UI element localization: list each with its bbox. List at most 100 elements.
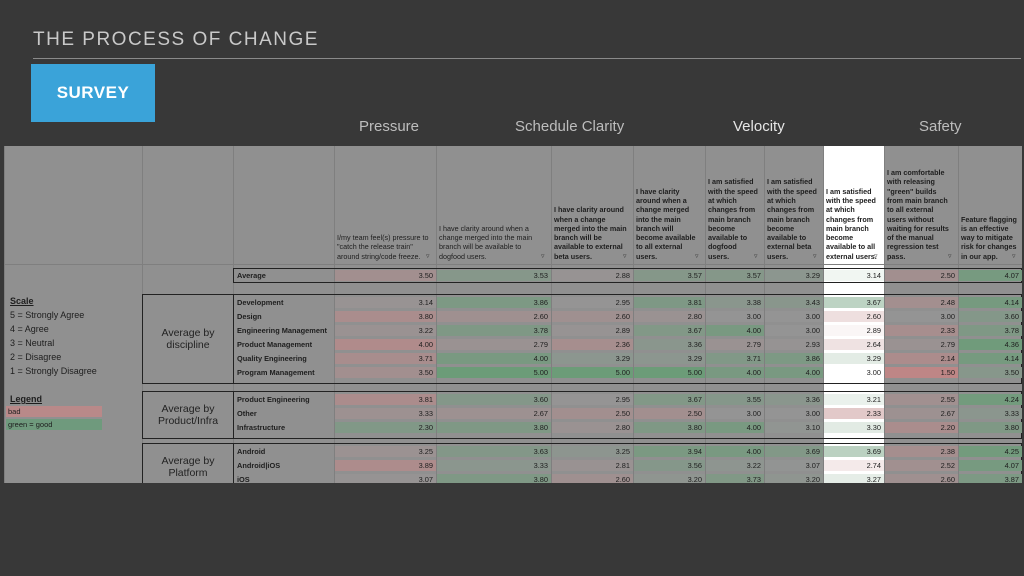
table-cell[interactable]: 4.25 bbox=[959, 446, 1022, 457]
table-cell[interactable]: 4.00 bbox=[335, 339, 436, 350]
table-cell[interactable]: 2.80 bbox=[634, 311, 705, 322]
table-cell[interactable]: 3.50 bbox=[335, 367, 436, 378]
table-cell[interactable]: 2.60 bbox=[552, 474, 633, 483]
table-cell[interactable]: 4.07 bbox=[959, 460, 1022, 471]
table-cell[interactable]: 3.78 bbox=[959, 325, 1022, 336]
table-cell[interactable]: 3.07 bbox=[765, 460, 823, 471]
table-cell[interactable]: 3.60 bbox=[437, 394, 551, 405]
table-cell[interactable]: 3.25 bbox=[335, 446, 436, 457]
table-cell[interactable]: 3.81 bbox=[634, 297, 705, 308]
table-cell[interactable]: 2.95 bbox=[552, 297, 633, 308]
table-cell[interactable]: 2.50 bbox=[552, 408, 633, 419]
table-cell[interactable]: 3.29 bbox=[552, 353, 633, 364]
table-cell[interactable]: 3.00 bbox=[824, 367, 884, 378]
table-cell[interactable]: 3.43 bbox=[765, 297, 823, 308]
table-cell[interactable]: 5.00 bbox=[552, 367, 633, 378]
table-cell[interactable]: 3.33 bbox=[437, 460, 551, 471]
table-cell[interactable]: 3.86 bbox=[437, 297, 551, 308]
table-cell[interactable]: 3.22 bbox=[335, 325, 436, 336]
filter-icon[interactable]: ▿ bbox=[813, 252, 817, 260]
table-cell[interactable]: 3.00 bbox=[706, 408, 764, 419]
table-cell[interactable]: 2.93 bbox=[765, 339, 823, 350]
table-cell[interactable]: 1.50 bbox=[885, 367, 958, 378]
table-cell[interactable]: 3.89 bbox=[335, 460, 436, 471]
table-cell[interactable]: 3.80 bbox=[437, 474, 551, 483]
table-cell[interactable]: 3.00 bbox=[765, 325, 823, 336]
table-cell[interactable]: 3.80 bbox=[959, 422, 1022, 433]
table-cell[interactable]: 2.79 bbox=[706, 339, 764, 350]
table-cell[interactable]: 3.00 bbox=[765, 311, 823, 322]
table-cell[interactable]: 3.07 bbox=[335, 474, 436, 483]
table-cell[interactable]: 2.64 bbox=[824, 339, 884, 350]
table-cell[interactable]: 3.78 bbox=[437, 325, 551, 336]
table-cell[interactable]: 4.00 bbox=[706, 422, 764, 433]
table-cell[interactable]: 3.69 bbox=[824, 446, 884, 457]
table-cell[interactable]: 2.60 bbox=[824, 311, 884, 322]
table-cell[interactable]: 2.60 bbox=[552, 311, 633, 322]
table-cell[interactable]: 3.22 bbox=[706, 460, 764, 471]
table-cell[interactable]: 5.00 bbox=[634, 367, 705, 378]
table-cell[interactable]: 3.67 bbox=[634, 325, 705, 336]
table-cell[interactable]: 2.52 bbox=[885, 460, 958, 471]
table-cell[interactable]: 3.80 bbox=[335, 311, 436, 322]
table-cell[interactable]: 3.20 bbox=[765, 474, 823, 483]
filter-icon[interactable]: ▿ bbox=[623, 252, 627, 260]
table-cell[interactable]: 2.74 bbox=[824, 460, 884, 471]
table-cell[interactable]: 4.07 bbox=[959, 270, 1022, 281]
table-cell[interactable]: 2.30 bbox=[335, 422, 436, 433]
table-cell[interactable]: 2.89 bbox=[552, 325, 633, 336]
table-cell[interactable]: 2.33 bbox=[824, 408, 884, 419]
filter-icon[interactable]: ▿ bbox=[874, 252, 878, 260]
table-cell[interactable]: 3.67 bbox=[634, 394, 705, 405]
table-cell[interactable]: 3.56 bbox=[634, 460, 705, 471]
table-cell[interactable]: 2.80 bbox=[552, 422, 633, 433]
table-cell[interactable]: 3.53 bbox=[437, 270, 551, 281]
table-cell[interactable]: 3.33 bbox=[335, 408, 436, 419]
table-cell[interactable]: 3.10 bbox=[765, 422, 823, 433]
table-cell[interactable]: 4.00 bbox=[706, 446, 764, 457]
table-cell[interactable]: 3.50 bbox=[959, 367, 1022, 378]
table-cell[interactable]: 2.50 bbox=[634, 408, 705, 419]
table-cell[interactable]: 3.71 bbox=[335, 353, 436, 364]
table-cell[interactable]: 3.29 bbox=[634, 353, 705, 364]
table-cell[interactable]: 3.63 bbox=[437, 446, 551, 457]
table-cell[interactable]: 3.80 bbox=[634, 422, 705, 433]
table-cell[interactable]: 2.60 bbox=[885, 474, 958, 483]
table-cell[interactable]: 4.00 bbox=[765, 367, 823, 378]
table-cell[interactable]: 2.48 bbox=[885, 297, 958, 308]
table-cell[interactable]: 3.69 bbox=[765, 446, 823, 457]
table-cell[interactable]: 3.50 bbox=[335, 270, 436, 281]
table-cell[interactable]: 3.33 bbox=[959, 408, 1022, 419]
table-cell[interactable]: 2.89 bbox=[824, 325, 884, 336]
survey-button[interactable]: SURVEY bbox=[31, 64, 155, 122]
table-cell[interactable]: 3.14 bbox=[824, 270, 884, 281]
table-cell[interactable]: 2.88 bbox=[552, 270, 633, 281]
table-cell[interactable]: 4.00 bbox=[437, 353, 551, 364]
table-cell[interactable]: 3.00 bbox=[765, 408, 823, 419]
table-cell[interactable]: 2.33 bbox=[885, 325, 958, 336]
filter-icon[interactable]: ▿ bbox=[1012, 252, 1016, 260]
table-cell[interactable]: 4.24 bbox=[959, 394, 1022, 405]
table-cell[interactable]: 2.14 bbox=[885, 353, 958, 364]
table-cell[interactable]: 3.81 bbox=[335, 394, 436, 405]
table-cell[interactable]: 2.20 bbox=[885, 422, 958, 433]
table-cell[interactable]: 3.73 bbox=[706, 474, 764, 483]
table-cell[interactable]: 3.71 bbox=[706, 353, 764, 364]
filter-icon[interactable]: ▿ bbox=[948, 252, 952, 260]
table-cell[interactable]: 3.29 bbox=[824, 353, 884, 364]
table-cell[interactable]: 3.25 bbox=[552, 446, 633, 457]
table-cell[interactable]: 4.36 bbox=[959, 339, 1022, 350]
table-cell[interactable]: 2.79 bbox=[437, 339, 551, 350]
table-cell[interactable]: 3.36 bbox=[634, 339, 705, 350]
table-cell[interactable]: 3.94 bbox=[634, 446, 705, 457]
table-cell[interactable]: 3.87 bbox=[959, 474, 1022, 483]
table-cell[interactable]: 3.86 bbox=[765, 353, 823, 364]
table-cell[interactable]: 5.00 bbox=[437, 367, 551, 378]
table-cell[interactable]: 3.57 bbox=[634, 270, 705, 281]
table-cell[interactable]: 3.20 bbox=[634, 474, 705, 483]
table-cell[interactable]: 3.60 bbox=[959, 311, 1022, 322]
filter-icon[interactable]: ▿ bbox=[541, 252, 545, 260]
table-cell[interactable]: 2.38 bbox=[885, 446, 958, 457]
table-cell[interactable]: 2.55 bbox=[885, 394, 958, 405]
table-cell[interactable]: 3.21 bbox=[824, 394, 884, 405]
